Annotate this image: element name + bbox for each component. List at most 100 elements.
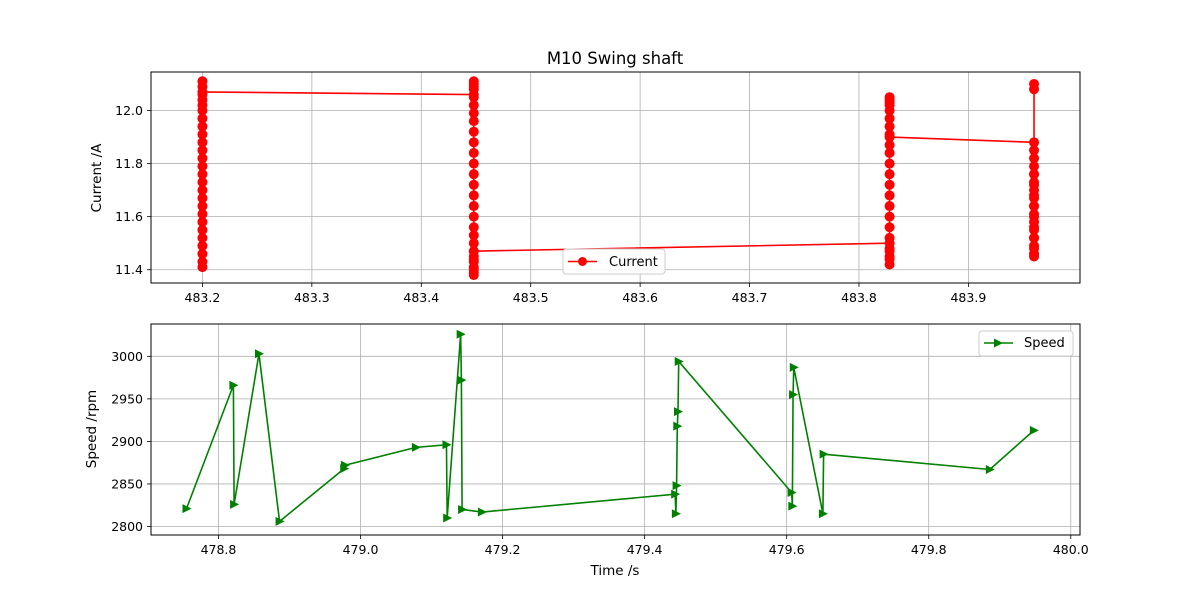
- data-point-current: [197, 113, 208, 124]
- data-point-current: [468, 126, 479, 137]
- data-point-current: [1029, 161, 1040, 172]
- chart-title: M10 Swing shaft: [547, 49, 684, 68]
- y-tick-label: 2800: [111, 519, 143, 534]
- data-point-current: [884, 232, 895, 243]
- data-point-current: [884, 147, 895, 158]
- data-point-speed: [674, 407, 683, 417]
- legend-speed: Speed: [978, 330, 1074, 357]
- data-point-current: [1029, 243, 1040, 254]
- data-point-speed: [1029, 425, 1039, 435]
- data-point-current: [884, 158, 895, 169]
- x-tick-label: 483.7: [732, 290, 768, 305]
- speed-subplot: Speed /rpm Time /s 478.8 479.0 479.2 479.4 4…: [84, 323, 1089, 579]
- data-point-current: [197, 169, 208, 180]
- data-point-speed: [674, 356, 684, 366]
- data-point-current: [884, 121, 895, 132]
- ticks-current: 483.2 483.3 483.4 483.5 483.6 483.7 483.8 483.9…: [115, 103, 986, 305]
- data-point-current: [197, 137, 208, 148]
- series-current: [197, 76, 1040, 281]
- data-point-current: [468, 169, 479, 180]
- data-point-current: [884, 201, 895, 212]
- x-tick-label: 483.2: [185, 290, 221, 305]
- series-line-speed: [185, 333, 1035, 523]
- data-point-speed: [818, 509, 828, 519]
- data-point-speed: [787, 487, 797, 497]
- data-point-speed: [340, 460, 350, 470]
- legend-label-current: Current: [609, 255, 658, 270]
- data-point-speed: [442, 440, 452, 450]
- data-point-speed: [477, 507, 487, 517]
- data-point-current: [197, 240, 208, 251]
- data-point-speed: [819, 449, 829, 459]
- data-point-speed: [443, 513, 453, 523]
- data-point-current: [884, 132, 895, 143]
- data-point-current: [1029, 179, 1040, 190]
- data-point-current: [1029, 190, 1040, 201]
- data-point-current: [468, 92, 479, 103]
- data-point-current: [468, 222, 479, 233]
- y-tick-label: 12.0: [115, 103, 143, 118]
- data-point-speed: [230, 499, 240, 509]
- data-point-speed: [182, 504, 192, 514]
- data-point-current: [468, 100, 479, 111]
- data-point-current: [468, 246, 479, 257]
- legend-label-speed: Speed: [1024, 336, 1065, 351]
- data-point-current: [884, 259, 895, 270]
- data-point-current: [197, 177, 208, 188]
- data-point-current: [1029, 169, 1040, 180]
- y-axis-label-current: Current /A: [89, 143, 105, 213]
- data-point-current: [884, 243, 895, 254]
- data-point-current: [197, 185, 208, 196]
- data-point-current: [197, 121, 208, 132]
- data-point-current: [468, 190, 479, 201]
- x-tick-label: 478.8: [201, 542, 237, 557]
- data-point-speed: [456, 329, 466, 339]
- legend-marker-speed: [994, 338, 1003, 348]
- data-point-current: [468, 158, 479, 169]
- x-tick-label: 483.5: [513, 290, 549, 305]
- ticks-speed: 478.8 479.0 479.2 479.4 479.6 479.8 480.0 2800 2…: [111, 349, 1089, 557]
- x-tick-label: 479.8: [911, 542, 947, 557]
- data-point-speed: [458, 504, 468, 514]
- data-point-current: [1029, 232, 1040, 243]
- legend-current: Current: [562, 248, 666, 275]
- x-tick-label: 483.8: [841, 290, 877, 305]
- data-point-current: [197, 153, 208, 164]
- data-point-speed: [985, 464, 995, 474]
- data-point-current: [468, 201, 479, 212]
- data-point-current: [468, 147, 479, 158]
- x-tick-label: 483.6: [622, 290, 658, 305]
- data-point-current: [468, 179, 479, 190]
- data-point-current: [884, 92, 895, 103]
- data-point-current: [468, 116, 479, 127]
- data-point-current: [197, 161, 208, 172]
- grid-speed: [151, 324, 1080, 535]
- data-point-current: [197, 256, 208, 267]
- data-point-current: [197, 248, 208, 259]
- data-point-speed: [671, 509, 681, 519]
- data-point-current: [1029, 145, 1040, 156]
- x-tick-label: 479.6: [769, 542, 805, 557]
- x-tick-label: 483.4: [403, 290, 439, 305]
- data-point-speed: [254, 349, 264, 359]
- data-point-speed: [275, 516, 285, 526]
- data-point-current: [884, 222, 895, 233]
- data-point-current: [468, 238, 479, 249]
- data-point-current: [197, 232, 208, 243]
- data-point-current: [197, 201, 208, 212]
- x-tick-label: 483.9: [950, 290, 986, 305]
- data-point-current: [197, 216, 208, 227]
- data-point-current: [884, 179, 895, 190]
- x-axis-label: Time /s: [590, 563, 640, 579]
- data-point-current: [197, 86, 208, 97]
- data-point-current: [1029, 211, 1040, 222]
- plot-frame-speed: [150, 323, 1081, 536]
- data-point-speed: [457, 375, 467, 385]
- y-tick-label: 11.6: [115, 209, 143, 224]
- y-axis-label-speed: Speed /rpm: [84, 390, 100, 468]
- data-point-speed: [671, 489, 681, 499]
- data-point-current: [197, 76, 208, 87]
- data-point-current: [884, 139, 895, 150]
- legend-box-speed: [978, 330, 1074, 357]
